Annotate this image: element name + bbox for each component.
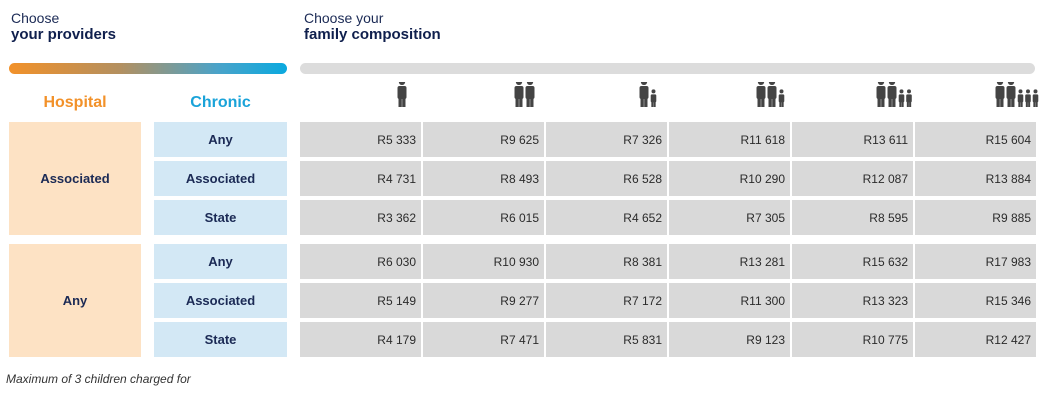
price-cell: R15 604: [915, 122, 1036, 157]
price-cell: R9 123: [669, 322, 790, 357]
price-cell: R8 381: [546, 244, 667, 279]
price-cell: R4 731: [300, 161, 421, 196]
price-cell: R13 281: [669, 244, 790, 279]
price-cell: R5 333: [300, 122, 421, 157]
price-cell: R12 427: [915, 322, 1036, 357]
price-cell: R10 775: [792, 322, 913, 357]
providers-heading-line1: Choose: [11, 10, 60, 26]
price-cell: R5 831: [546, 322, 667, 357]
2-adults-1-child-icon-svg: [756, 82, 785, 107]
price-cell: R6 015: [423, 200, 544, 235]
price-cell: R7 305: [669, 200, 790, 235]
price-cell: R11 618: [669, 122, 790, 157]
price-cell: R13 884: [915, 161, 1036, 196]
price-cell: R9 625: [423, 122, 544, 157]
2-adults-1-child-icon: [755, 82, 787, 112]
hospital-cell: Associated: [9, 122, 141, 235]
price-cell: R9 885: [915, 200, 1036, 235]
2-adults-icon-svg: [514, 82, 535, 107]
price-cell: R8 493: [423, 161, 544, 196]
1-adult-icon: [396, 82, 409, 112]
price-cell: R17 983: [915, 244, 1036, 279]
1-adult-icon-svg: [397, 82, 406, 107]
price-cell: R12 087: [792, 161, 913, 196]
chronic-cell: Associated: [154, 161, 287, 196]
providers-divider-bar: [9, 63, 287, 74]
price-cell: R6 528: [546, 161, 667, 196]
price-cell: R13 611: [792, 122, 913, 157]
price-cell: R15 632: [792, 244, 913, 279]
family-heading: Choose your family composition: [304, 10, 441, 44]
price-cell: R7 326: [546, 122, 667, 157]
price-cell: R7 471: [423, 322, 544, 357]
hospital-column-title: Hospital: [43, 94, 107, 111]
providers-heading: Choose your providers: [11, 10, 116, 44]
price-cell: R15 346: [915, 283, 1036, 318]
chronic-cell: Any: [154, 244, 287, 279]
price-cell: R7 172: [546, 283, 667, 318]
family-heading-line1: Choose your: [304, 10, 384, 26]
price-cell: R10 930: [423, 244, 544, 279]
price-cell: R4 179: [300, 322, 421, 357]
family-divider-bar: [300, 63, 1035, 74]
1-adult-1-child-icon: [638, 82, 659, 112]
2-adults-2-children-icon: [875, 82, 914, 112]
price-cell: R11 300: [669, 283, 790, 318]
price-cell: R6 030: [300, 244, 421, 279]
family-heading-line2: family composition: [304, 26, 441, 43]
chronic-cell: Any: [154, 122, 287, 157]
hospital-cell: Any: [9, 244, 141, 357]
price-cell: R5 149: [300, 283, 421, 318]
providers-heading-line2: your providers: [11, 26, 117, 43]
chronic-cell: State: [154, 322, 287, 357]
price-cell: R13 323: [792, 283, 913, 318]
price-cell: R3 362: [300, 200, 421, 235]
chronic-column-title: Chronic: [190, 94, 251, 111]
price-cell: R8 595: [792, 200, 913, 235]
price-cell: R4 652: [546, 200, 667, 235]
1-adult-1-child-icon-svg: [639, 82, 657, 107]
2-adults-3-children-icon-svg: [995, 82, 1039, 107]
2-adults-icon: [513, 82, 537, 112]
chronic-cell: Associated: [154, 283, 287, 318]
price-cell: R9 277: [423, 283, 544, 318]
2-adults-2-children-icon-svg: [876, 82, 912, 107]
chronic-cell: State: [154, 200, 287, 235]
price-cell: R10 290: [669, 161, 790, 196]
2-adults-3-children-icon: [994, 82, 1041, 112]
footnote: Maximum of 3 children charged for: [6, 372, 191, 386]
